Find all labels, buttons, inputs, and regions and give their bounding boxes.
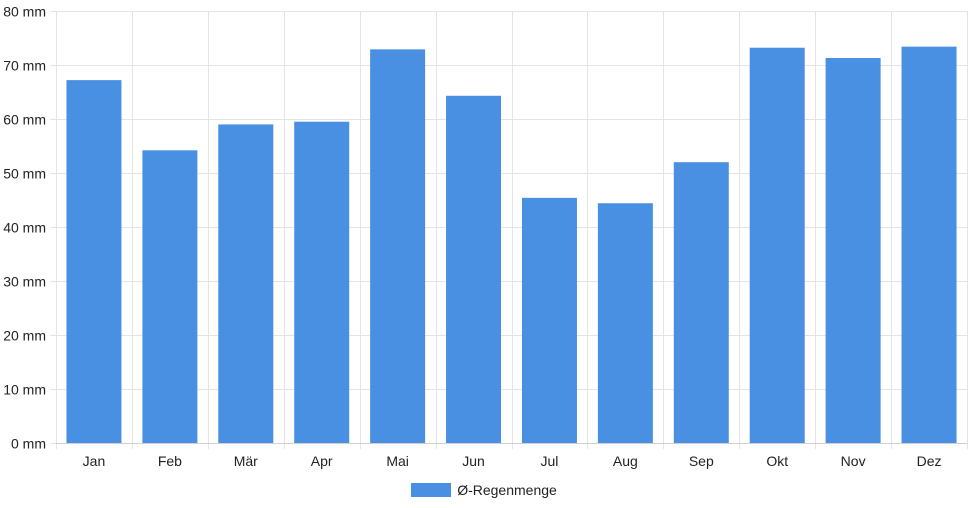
bar[interactable] [597, 203, 653, 443]
x-tick-label: Sep [689, 453, 714, 469]
y-tick-label: 30 mm [3, 274, 46, 290]
bar[interactable] [749, 47, 805, 443]
bar[interactable] [446, 95, 502, 443]
x-tick-label: Mär [234, 453, 258, 469]
legend-item[interactable]: Ø-Regenmenge [411, 482, 557, 498]
x-tick-label: Jun [462, 453, 485, 469]
x-tick-label: Okt [766, 453, 788, 469]
y-tick-label: 50 mm [3, 166, 46, 182]
bar[interactable] [521, 197, 577, 443]
x-tick-label: Feb [158, 453, 182, 469]
y-tick-label: 40 mm [3, 220, 46, 236]
y-tick-label: 0 mm [11, 436, 46, 452]
x-tick-label: Apr [311, 453, 333, 469]
bar[interactable] [142, 150, 198, 443]
bar[interactable] [825, 57, 881, 443]
legend: Ø-Regenmenge [0, 480, 968, 500]
bar[interactable] [66, 80, 122, 444]
bar[interactable] [370, 49, 426, 444]
bar[interactable] [673, 162, 729, 443]
x-tick-label: Jul [541, 453, 559, 469]
x-tick-label: Aug [613, 453, 638, 469]
y-tick-label: 80 mm [3, 4, 46, 20]
y-tick-label: 60 mm [3, 112, 46, 128]
x-tick-label: Jan [83, 453, 106, 469]
bar[interactable] [294, 121, 350, 443]
bar[interactable] [218, 124, 274, 444]
legend-label: Ø-Regenmenge [457, 482, 557, 498]
y-tick-label: 10 mm [3, 382, 46, 398]
x-tick-label: Mai [386, 453, 409, 469]
y-tick-label: 20 mm [3, 328, 46, 344]
x-tick-label: Nov [841, 453, 866, 469]
bar[interactable] [901, 46, 957, 443]
y-tick-label: 70 mm [3, 58, 46, 74]
x-tick-label: Dez [917, 453, 942, 469]
legend-swatch [411, 483, 452, 497]
